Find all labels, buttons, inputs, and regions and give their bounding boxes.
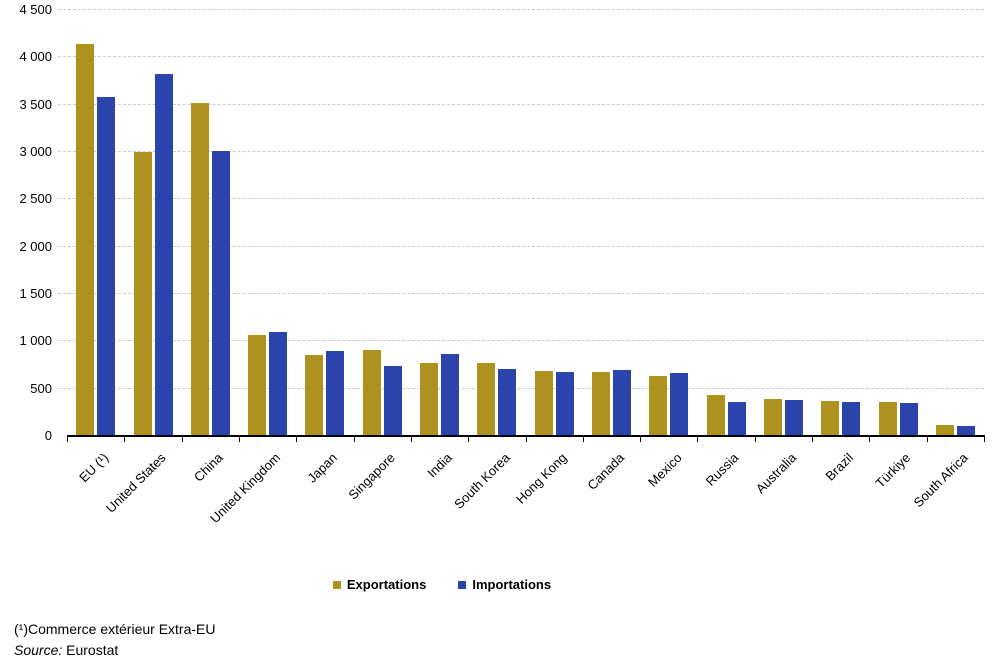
source-line: Source: Eurostat [14, 640, 215, 661]
bar-exportations-3 [248, 335, 267, 435]
chart-legend: Exportations Importations [0, 577, 884, 592]
legend-label: Exportations [346, 577, 427, 592]
y-gridline [58, 9, 984, 10]
x-axis-tick [525, 434, 527, 442]
bar-exportations-4 [305, 355, 324, 435]
bar-exportations-14 [878, 402, 897, 435]
x-axis-category-label: China [191, 450, 226, 485]
bar-importations-3 [269, 331, 288, 435]
y-axis-tick-label: 1 000 [19, 333, 52, 349]
bar-exportations-8 [534, 371, 553, 435]
y-axis-tick-label: 3 000 [19, 144, 52, 159]
bar-importations-0 [97, 96, 116, 435]
y-axis-tick-label: 0 [44, 428, 52, 443]
bar-importations-9 [613, 370, 631, 435]
x-axis-category-label: Mexico [644, 450, 685, 490]
legend-item-importations: Importations [458, 577, 551, 592]
bar-exportations-10 [649, 376, 668, 435]
bar-importations-8 [555, 371, 574, 435]
bar-importations-6 [441, 354, 459, 435]
legend-swatch-icon [332, 580, 341, 589]
legend-item-exportations: Exportations [332, 577, 427, 592]
y-axis-tick-label: 2 000 [19, 238, 52, 254]
bar-exportations-12 [763, 398, 782, 435]
bar-exportations-9 [592, 372, 610, 435]
x-axis-category-label: Singapore [345, 450, 398, 503]
chart-footer: (¹)Commerce extérieur Extra-EU Source: E… [14, 619, 215, 661]
bar-importations-12 [784, 399, 803, 435]
x-axis-tick [697, 434, 699, 442]
bar-importations-14 [899, 403, 918, 435]
y-gridline [58, 103, 984, 105]
y-axis-tick-label: 1 500 [19, 286, 52, 301]
bar-importations-10 [670, 373, 689, 435]
x-axis-category-label: Australia [752, 450, 800, 497]
bar-exportations-5 [362, 350, 381, 435]
y-axis-tick-label: 4 000 [19, 49, 52, 65]
x-axis-category-label: Hong Kong [513, 450, 570, 507]
y-gridline [58, 245, 984, 247]
x-axis-category-label: India [424, 450, 456, 481]
source-label: Source: [14, 642, 63, 658]
bar-importations-2 [211, 151, 230, 435]
bar-exportations-7 [477, 362, 496, 435]
y-axis-tick-label: 2 500 [19, 191, 52, 207]
y-axis-tick-label: 3 500 [19, 96, 52, 112]
bar-importations-4 [326, 350, 345, 435]
y-gridline [58, 56, 984, 58]
bar-exportations-13 [821, 401, 840, 435]
bar-exportations-2 [190, 103, 209, 435]
x-axis-tick [296, 434, 298, 442]
bar-importations-5 [383, 366, 402, 435]
x-axis-category-label: Brazil [822, 450, 857, 484]
x-axis-tick [353, 434, 355, 442]
x-axis-category-label: Russia [703, 450, 742, 489]
source-value: Eurostat [66, 642, 119, 658]
x-axis-category-label: South Africa [910, 450, 971, 511]
bar-importations-1 [154, 74, 173, 435]
bar-importations-7 [498, 368, 517, 435]
bar-exportations-11 [706, 394, 725, 435]
x-axis-tick [238, 434, 240, 442]
legend-swatch-icon [458, 580, 467, 589]
x-axis-tick [582, 434, 584, 442]
x-axis-category-label: Japan [304, 450, 341, 486]
x-axis-tick [926, 434, 928, 442]
y-gridline [58, 293, 984, 294]
x-axis-tick [410, 434, 412, 442]
bar-importations-11 [727, 402, 746, 435]
bar-exportations-6 [420, 363, 438, 435]
bar-importations-13 [842, 402, 861, 435]
y-gridline [58, 151, 984, 152]
bar-exportations-1 [133, 152, 152, 435]
y-gridline [58, 198, 984, 200]
x-axis-category-label: United States [102, 450, 169, 516]
y-axis-tick-label: 4 500 [19, 2, 52, 17]
x-axis-tick [640, 434, 642, 442]
bar-exportations-0 [76, 44, 95, 435]
x-axis-tick [984, 434, 985, 442]
y-axis-tick-label: 500 [30, 380, 52, 396]
y-gridline [58, 387, 984, 389]
x-axis-tick [67, 434, 68, 442]
bar-exportations-15 [935, 424, 954, 435]
x-axis-category-label: Türkiye [872, 450, 914, 491]
x-axis-category-label: Canada [584, 450, 628, 493]
footnote: (¹)Commerce extérieur Extra-EU [14, 621, 216, 637]
legend-label: Importations [472, 577, 552, 592]
x-axis-tick [754, 434, 756, 442]
x-axis-tick [869, 434, 871, 442]
x-axis-tick [124, 434, 126, 442]
x-axis-tick [812, 434, 814, 442]
x-axis-tick [468, 434, 470, 442]
y-gridline [58, 340, 984, 342]
x-axis-category-label: EU (¹) [76, 450, 112, 486]
x-axis-category-label: South Korea [450, 450, 513, 512]
x-axis-tick [181, 434, 183, 442]
bar-importations-15 [956, 425, 975, 435]
